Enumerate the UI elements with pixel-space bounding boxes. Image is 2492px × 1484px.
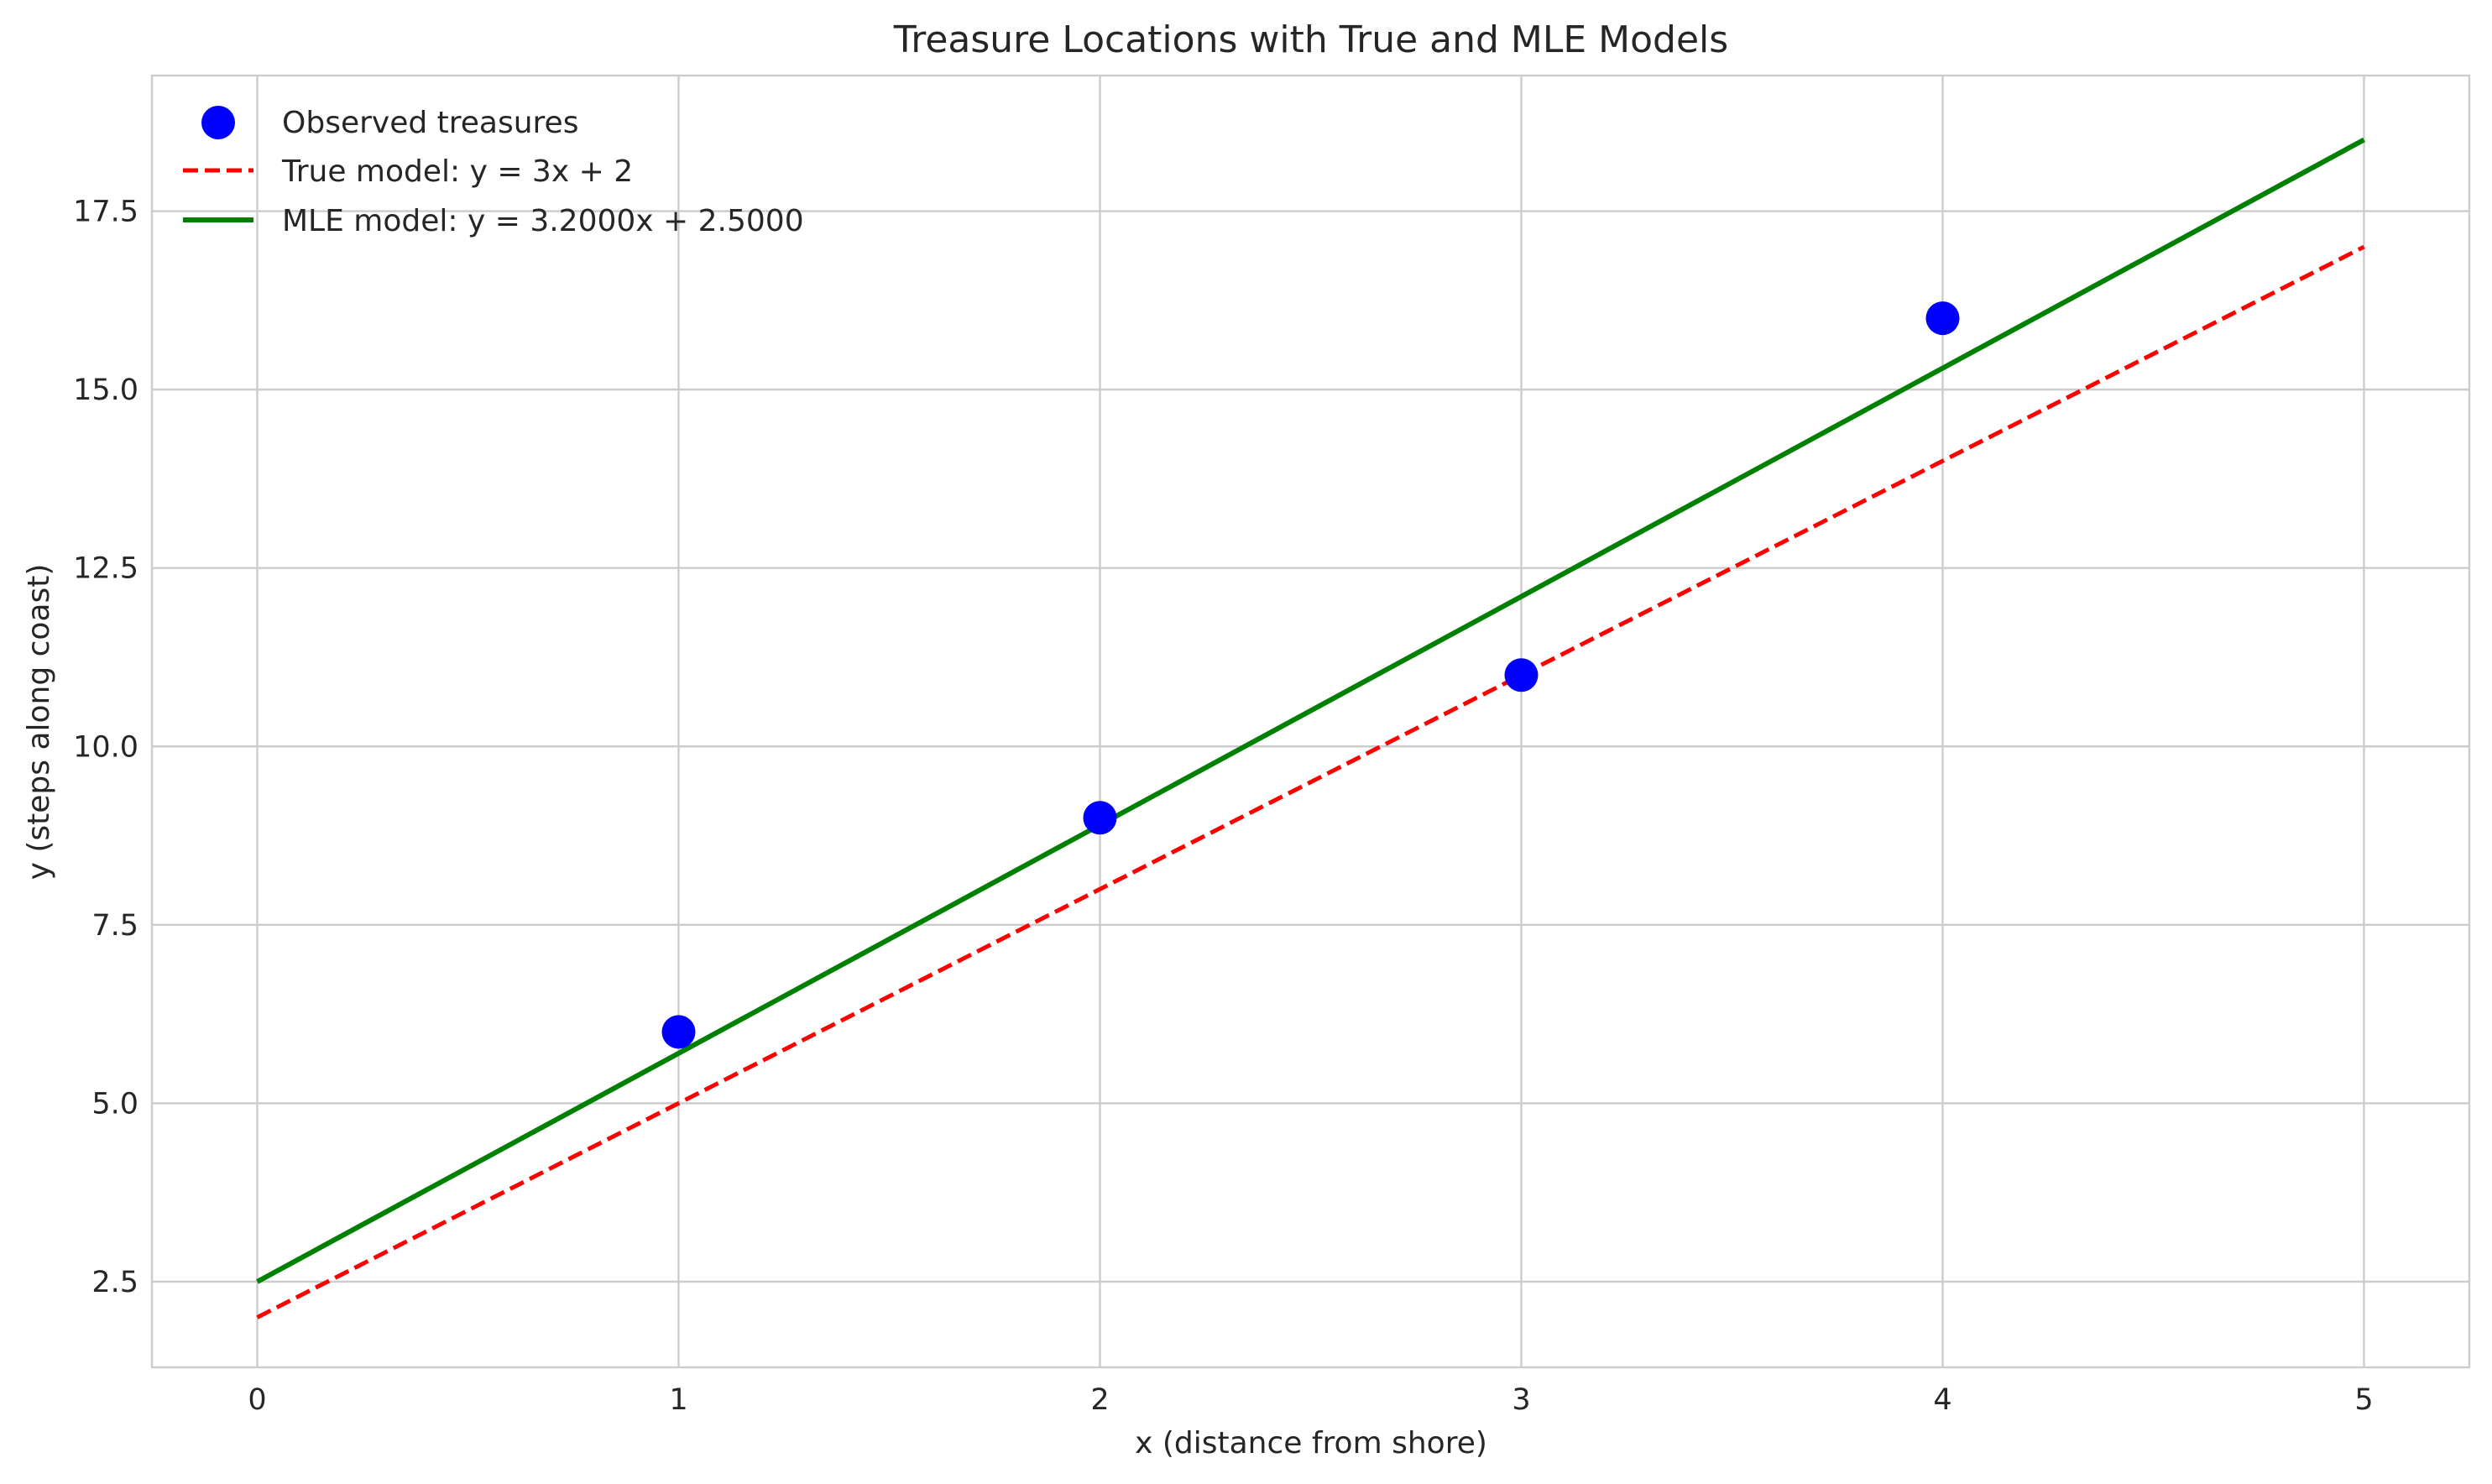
observed-points xyxy=(661,301,1960,1049)
legend-marker-observed xyxy=(201,106,235,139)
y-tick-label: 5.0 xyxy=(91,1087,138,1121)
treasure-point xyxy=(1083,801,1117,835)
x-tick-label: 4 xyxy=(1933,1383,1951,1417)
x-tick-label: 0 xyxy=(248,1383,266,1417)
legend: Observed treasures True model: y = 3x + … xyxy=(183,106,804,238)
legend-label-mle-model: MLE model: y = 3.2000x + 2.5000 xyxy=(282,204,804,238)
y-gridlines xyxy=(152,210,2469,1283)
x-tick-label: 5 xyxy=(2354,1383,2373,1417)
treasure-point xyxy=(1504,658,1539,692)
x-tick-label: 1 xyxy=(669,1383,687,1417)
legend-label-observed: Observed treasures xyxy=(282,106,578,140)
plot-area xyxy=(150,74,2471,1369)
x-tick-labels: 0 1 2 3 4 5 xyxy=(248,1383,2373,1417)
plot-frame xyxy=(150,74,2471,1369)
y-tick-label: 7.5 xyxy=(91,909,138,943)
y-tick-label: 17.5 xyxy=(73,196,138,229)
y-tick-label: 12.5 xyxy=(73,552,138,586)
x-tick-label: 3 xyxy=(1512,1383,1530,1417)
y-tick-label: 15.0 xyxy=(73,374,138,407)
y-tick-label: 10.0 xyxy=(73,730,138,764)
treasure-point xyxy=(1925,301,1960,336)
y-tick-labels: 2.5 5.0 7.5 10.0 12.5 15.0 17.5 xyxy=(73,196,138,1299)
model-lines xyxy=(256,137,2365,1319)
y-axis-label: y (steps along coast) xyxy=(22,564,56,880)
y-tick-label: 2.5 xyxy=(91,1266,138,1299)
x-tick-label: 2 xyxy=(1090,1383,1109,1417)
legend-label-true-model: True model: y = 3x + 2 xyxy=(281,154,633,189)
x-gridlines xyxy=(256,76,2365,1367)
treasure-point xyxy=(661,1015,696,1049)
chart-title: Treasure Locations with True and MLE Mod… xyxy=(893,18,1728,61)
true-model-line xyxy=(256,244,2365,1319)
mle-model-line xyxy=(256,137,2365,1284)
x-axis-label: x (distance from shore) xyxy=(1135,1426,1487,1460)
